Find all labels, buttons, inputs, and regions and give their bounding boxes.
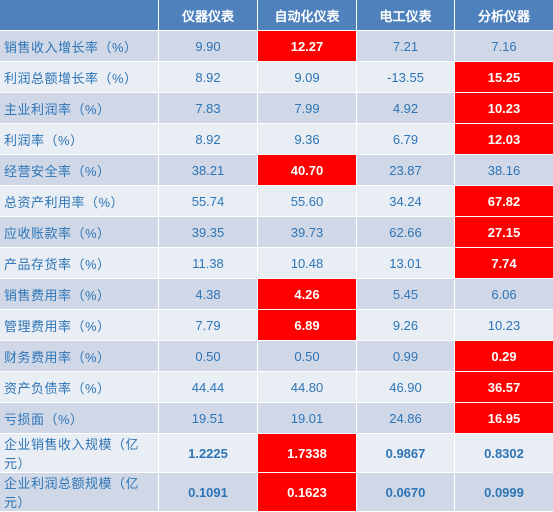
table-row: 利润率（%） 8.92 9.36 6.79 12.03 <box>0 124 553 155</box>
row-label: 资产负债率（%） <box>0 372 159 403</box>
value-cell: 44.80 <box>258 372 357 403</box>
table-row: 销售费用率（%） 4.38 4.26 5.45 6.06 <box>0 279 553 310</box>
row-label: 亏损面（%） <box>0 403 159 434</box>
value-cell: 39.35 <box>159 217 258 248</box>
value-cell: 46.90 <box>357 372 455 403</box>
row-label: 利润总额增长率（%） <box>0 62 159 93</box>
highlighted-value-cell: 1.7338 <box>258 434 357 473</box>
table-row: 企业利润总额规模（亿元） 0.1091 0.1623 0.0670 0.0999 <box>0 473 553 512</box>
table-row: 应收账款率（%） 39.35 39.73 62.66 27.15 <box>0 217 553 248</box>
highlighted-value-cell: 4.26 <box>258 279 357 310</box>
row-label: 应收账款率（%） <box>0 217 159 248</box>
value-cell: 5.45 <box>357 279 455 310</box>
value-cell: 9.26 <box>357 310 455 341</box>
value-cell: 4.38 <box>159 279 258 310</box>
header-row: 仪器仪表 自动化仪表 电工仪表 分析仪器 <box>0 0 553 31</box>
value-cell: 7.21 <box>357 31 455 62</box>
value-cell: 9.36 <box>258 124 357 155</box>
table-row: 销售收入增长率（%） 9.90 12.27 7.21 7.16 <box>0 31 553 62</box>
value-cell: 13.01 <box>357 248 455 279</box>
highlighted-value-cell: 67.82 <box>455 186 553 217</box>
row-label: 财务费用率（%） <box>0 341 159 372</box>
highlighted-value-cell: 12.27 <box>258 31 357 62</box>
highlighted-value-cell: 16.95 <box>455 403 553 434</box>
value-cell: 39.73 <box>258 217 357 248</box>
highlighted-value-cell: 0.29 <box>455 341 553 372</box>
table-row: 企业销售收入规模（亿元） 1.2225 1.7338 0.9867 0.8302 <box>0 434 553 473</box>
value-cell: 6.06 <box>455 279 553 310</box>
highlighted-value-cell: 40.70 <box>258 155 357 186</box>
highlighted-value-cell: 27.15 <box>455 217 553 248</box>
value-cell: 7.79 <box>159 310 258 341</box>
row-label: 总资产利用率（%） <box>0 186 159 217</box>
value-cell: 0.99 <box>357 341 455 372</box>
highlighted-value-cell: 10.23 <box>455 93 553 124</box>
row-label: 主业利润率（%） <box>0 93 159 124</box>
highlighted-value-cell: 36.57 <box>455 372 553 403</box>
column-header-automation-instruments: 自动化仪表 <box>258 0 357 31</box>
highlighted-value-cell: 7.74 <box>455 248 553 279</box>
value-cell: 6.79 <box>357 124 455 155</box>
value-cell: 8.92 <box>159 62 258 93</box>
table-row: 亏损面（%） 19.51 19.01 24.86 16.95 <box>0 403 553 434</box>
value-cell: 0.0999 <box>455 473 553 512</box>
value-cell: 11.38 <box>159 248 258 279</box>
table-row: 主业利润率（%） 7.83 7.99 4.92 10.23 <box>0 93 553 124</box>
value-cell: 24.86 <box>357 403 455 434</box>
value-cell: 7.16 <box>455 31 553 62</box>
table-row: 利润总额增长率（%） 8.92 9.09 -13.55 15.25 <box>0 62 553 93</box>
value-cell: 38.21 <box>159 155 258 186</box>
value-cell: 8.92 <box>159 124 258 155</box>
table-row: 资产负债率（%） 44.44 44.80 46.90 36.57 <box>0 372 553 403</box>
value-cell: 7.83 <box>159 93 258 124</box>
value-cell: 55.74 <box>159 186 258 217</box>
value-cell: 19.01 <box>258 403 357 434</box>
value-cell: 10.48 <box>258 248 357 279</box>
row-label: 产品存货率（%） <box>0 248 159 279</box>
table-row: 管理费用率（%） 7.79 6.89 9.26 10.23 <box>0 310 553 341</box>
value-cell: 1.2225 <box>159 434 258 473</box>
table-row: 产品存货率（%） 11.38 10.48 13.01 7.74 <box>0 248 553 279</box>
value-cell: 0.9867 <box>357 434 455 473</box>
value-cell: 23.87 <box>357 155 455 186</box>
row-label: 利润率（%） <box>0 124 159 155</box>
value-cell: 62.66 <box>357 217 455 248</box>
highlighted-value-cell: 0.1623 <box>258 473 357 512</box>
value-cell: 0.8302 <box>455 434 553 473</box>
highlighted-value-cell: 12.03 <box>455 124 553 155</box>
row-label: 销售费用率（%） <box>0 279 159 310</box>
row-label: 经营安全率（%） <box>0 155 159 186</box>
table-row: 总资产利用率（%） 55.74 55.60 34.24 67.82 <box>0 186 553 217</box>
value-cell: 0.50 <box>258 341 357 372</box>
column-header-analytical-instruments: 分析仪器 <box>455 0 553 31</box>
row-label: 企业利润总额规模（亿元） <box>0 473 159 512</box>
row-label: 销售收入增长率（%） <box>0 31 159 62</box>
value-cell: -13.55 <box>357 62 455 93</box>
column-header-instruments: 仪器仪表 <box>159 0 258 31</box>
value-cell: 9.09 <box>258 62 357 93</box>
value-cell: 0.0670 <box>357 473 455 512</box>
value-cell: 10.23 <box>455 310 553 341</box>
value-cell: 0.50 <box>159 341 258 372</box>
row-label: 管理费用率（%） <box>0 310 159 341</box>
value-cell: 7.99 <box>258 93 357 124</box>
table-row: 财务费用率（%） 0.50 0.50 0.99 0.29 <box>0 341 553 372</box>
value-cell: 55.60 <box>258 186 357 217</box>
value-cell: 44.44 <box>159 372 258 403</box>
table-row: 经营安全率（%） 38.21 40.70 23.87 38.16 <box>0 155 553 186</box>
value-cell: 34.24 <box>357 186 455 217</box>
value-cell: 0.1091 <box>159 473 258 512</box>
value-cell: 4.92 <box>357 93 455 124</box>
highlighted-value-cell: 15.25 <box>455 62 553 93</box>
header-corner <box>0 0 159 31</box>
column-header-electrical-instruments: 电工仪表 <box>357 0 455 31</box>
value-cell: 19.51 <box>159 403 258 434</box>
highlighted-value-cell: 6.89 <box>258 310 357 341</box>
value-cell: 38.16 <box>455 155 553 186</box>
row-label: 企业销售收入规模（亿元） <box>0 434 159 473</box>
value-cell: 9.90 <box>159 31 258 62</box>
